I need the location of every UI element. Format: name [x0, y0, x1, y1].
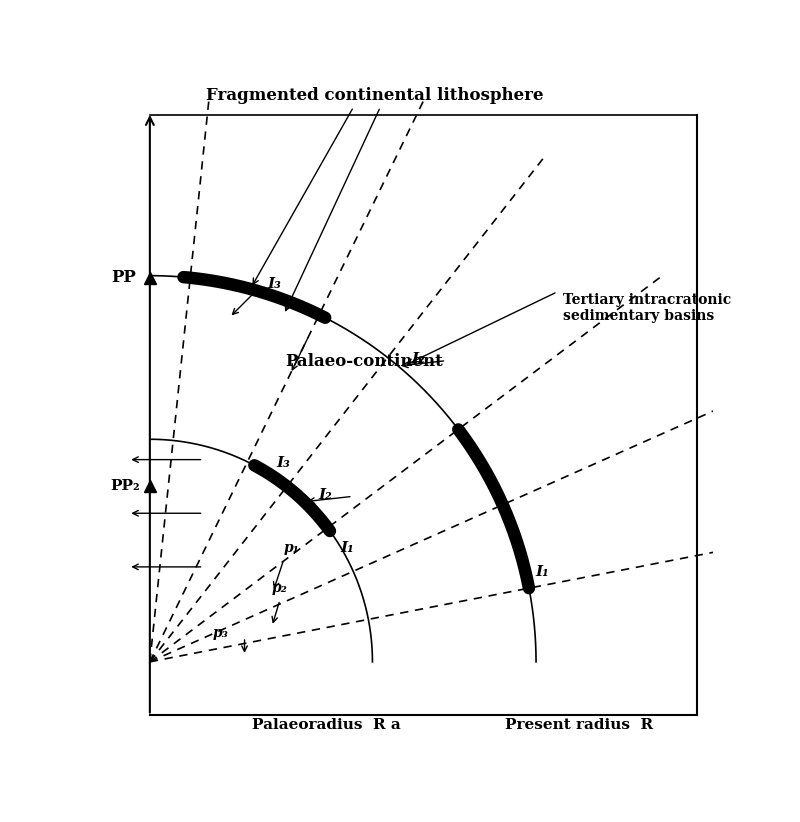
Text: Fragmented continental lithosphere: Fragmented continental lithosphere [206, 87, 544, 104]
Text: p₂: p₂ [272, 580, 288, 594]
Text: Present radius  R: Present radius R [505, 718, 653, 732]
Text: Tertiary intracratonic
sedimentary basins: Tertiary intracratonic sedimentary basin… [563, 293, 731, 323]
Text: PP₂: PP₂ [110, 479, 140, 493]
Text: p₁: p₁ [284, 541, 300, 555]
Text: Palaeoradius  R a: Palaeoradius R a [253, 718, 402, 732]
Text: I₁: I₁ [535, 566, 549, 580]
Text: I₁: I₁ [341, 542, 354, 556]
Text: Palaeo-continent: Palaeo-continent [286, 353, 443, 370]
Text: I₃: I₃ [267, 277, 281, 291]
Text: I₃: I₃ [277, 456, 290, 470]
Text: p₃: p₃ [212, 626, 228, 640]
Text: I₂: I₂ [318, 488, 332, 502]
Text: PP: PP [112, 270, 137, 286]
Text: I₂: I₂ [411, 353, 426, 367]
